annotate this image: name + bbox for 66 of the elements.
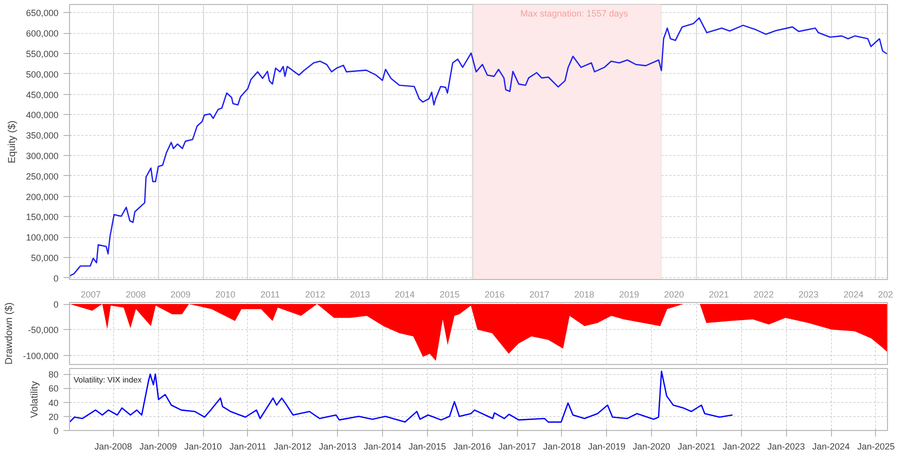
y-tick-label: -100,000 xyxy=(22,350,58,361)
x-tick-label: Jan-2024 xyxy=(812,442,850,452)
x-tick-label: Jan-2025 xyxy=(857,442,895,452)
y-tick-label: 0 xyxy=(53,273,59,284)
x-tick-label: Jan-2020 xyxy=(632,442,670,452)
y-tick-label: 500,000 xyxy=(26,69,59,80)
x-tick-label: 2009 xyxy=(170,290,191,300)
x-tick-label: Jan-2022 xyxy=(722,442,760,452)
y-tick-label: 350,000 xyxy=(26,130,59,141)
y-tick-label: -50,000 xyxy=(28,325,59,336)
y-tick-label: 100,000 xyxy=(26,232,59,243)
x-tick-label: Jan-2017 xyxy=(498,442,536,452)
x-tick-label: Jan-2009 xyxy=(139,442,177,452)
y-tick-label: 200,000 xyxy=(26,192,59,202)
x-tick-label: Jan-2021 xyxy=(678,442,716,452)
x-tick-label: 202 xyxy=(878,290,894,300)
x-tick-label: Jan-2012 xyxy=(274,442,312,452)
y-tick-label: 400,000 xyxy=(26,110,59,120)
x-tick-label: 2011 xyxy=(260,290,280,300)
x-tick-label: 2016 xyxy=(484,290,505,300)
y-tick-label: 150,000 xyxy=(26,212,59,222)
y-tick-label: 20 xyxy=(48,412,59,422)
x-tick-label: Jan-2013 xyxy=(318,442,356,452)
x-tick-label: 2021 xyxy=(708,290,729,300)
x-tick-label: 2007 xyxy=(80,290,101,300)
x-tick-label: 2015 xyxy=(440,290,460,300)
x-tick-label: 2013 xyxy=(350,290,370,300)
y-tick-label: 450,000 xyxy=(26,90,59,100)
x-tick-label: 2018 xyxy=(574,290,594,300)
y-tick-label: 40 xyxy=(48,398,59,408)
x-tick-label: Jan-2011 xyxy=(229,442,266,452)
y-tick-label: 0 xyxy=(53,426,59,436)
x-tick-label: Jan-2010 xyxy=(184,442,222,452)
x-tick-label: 2019 xyxy=(619,290,640,300)
line-series xyxy=(70,370,734,423)
y-tick-label: 50,000 xyxy=(30,252,59,263)
x-tick-label: 2014 xyxy=(394,290,415,300)
y-tick-label: 80 xyxy=(48,370,59,380)
y-axis-title: Equity ($) xyxy=(6,120,18,164)
line-series xyxy=(70,17,888,276)
x-tick-label: Jan-2008 xyxy=(94,442,132,452)
y-tick-label: 60 xyxy=(48,384,59,394)
x-tick-label: 2024 xyxy=(843,290,864,300)
y-tick-label: 0 xyxy=(53,300,59,310)
y-tick-label: 550,000 xyxy=(26,48,59,59)
x-tick-label: 2023 xyxy=(798,290,819,300)
x-tick-label: 2008 xyxy=(126,290,146,300)
x-tick-label: 2010 xyxy=(215,290,236,300)
x-tick-label: Jan-2019 xyxy=(588,442,626,452)
y-tick-label: 650,000 xyxy=(26,8,59,18)
y-tick-label: 250,000 xyxy=(26,171,59,182)
x-tick-label: Jan-2023 xyxy=(767,442,805,452)
x-tick-label: Jan-2015 xyxy=(408,442,446,452)
x-tick-label: 2017 xyxy=(529,290,550,300)
band-label: Max stagnation: 1557 days xyxy=(520,8,628,18)
y-axis-title: Volatility xyxy=(29,381,40,418)
x-tick-label: Jan-2016 xyxy=(453,442,491,452)
y-axis-title: Drawdown ($) xyxy=(4,302,15,365)
x-tick-label: Jan-2018 xyxy=(543,442,581,452)
y-tick-label: 300,000 xyxy=(26,150,59,161)
x-tick-label: 2020 xyxy=(664,290,684,300)
x-tick-label: Jan-2014 xyxy=(364,442,402,452)
text: Volatility: VIX index xyxy=(74,376,142,384)
x-tick-label: 2022 xyxy=(754,290,774,300)
x-tick-label: 2012 xyxy=(305,290,326,300)
y-tick-label: 600,000 xyxy=(26,28,59,39)
